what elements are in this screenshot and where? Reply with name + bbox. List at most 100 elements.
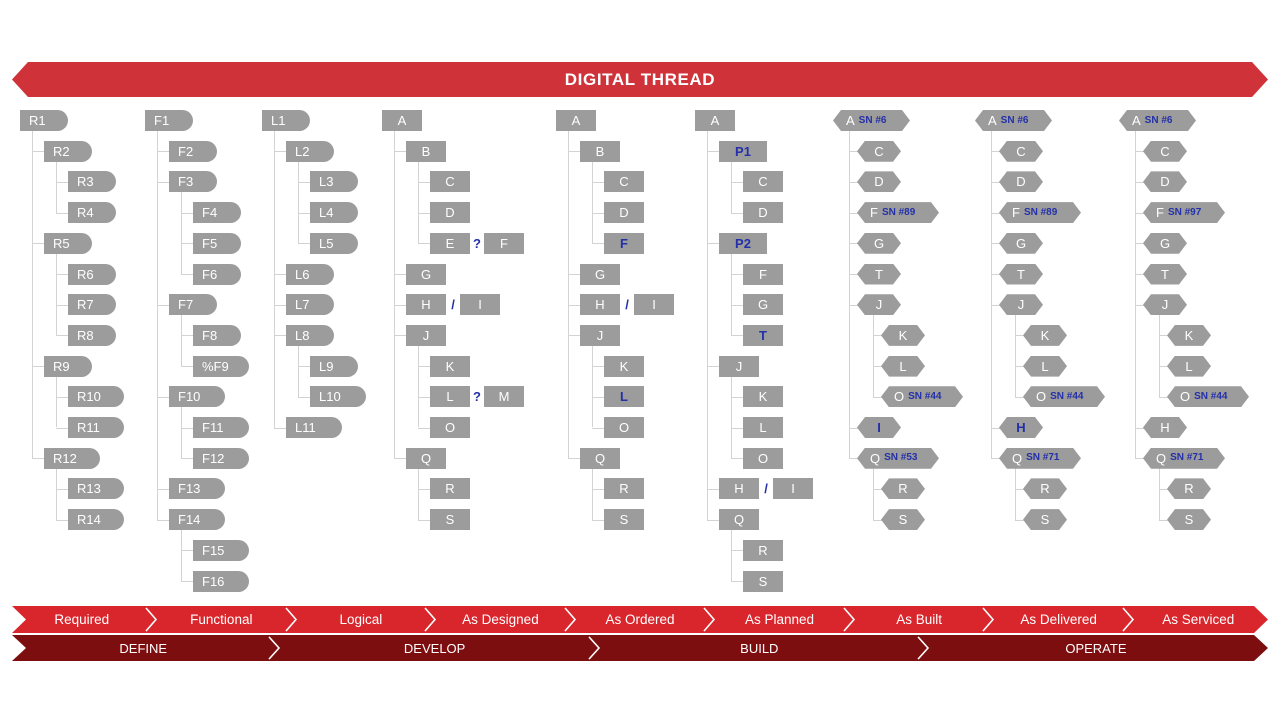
tree-node-as-serviced-T[interactable]: T	[1143, 264, 1187, 285]
tree-node-as-ordered-S[interactable]: S	[604, 509, 644, 531]
stages-segment[interactable]: Logical	[339, 612, 383, 627]
tree-node-as-ordered-J[interactable]: J	[580, 324, 620, 346]
tree-node-as-planned-J[interactable]: J	[719, 355, 759, 377]
tree-node-functional-F4[interactable]: F4	[193, 202, 241, 224]
tree-node-as-serviced-S[interactable]: S	[1167, 509, 1211, 530]
tree-node-as-built-T[interactable]: T	[857, 264, 901, 285]
tree-node-as-built-R[interactable]: R	[881, 478, 925, 499]
tree-node-as-ordered-D[interactable]: D	[604, 202, 644, 224]
tree-node-as-delivered-L[interactable]: L	[1023, 356, 1067, 377]
tree-node-as-serviced-G[interactable]: G	[1143, 233, 1187, 254]
tree-node-as-built-F[interactable]: F SN #89	[857, 202, 939, 223]
tree-node-as-delivered-H[interactable]: H	[999, 417, 1043, 438]
tree-node-as-planned-P1[interactable]: P1	[719, 140, 767, 162]
tree-node-as-ordered-O[interactable]: O	[604, 417, 644, 438]
tree-node-functional-F12[interactable]: F12	[193, 447, 249, 469]
tree-node-as-serviced-C[interactable]: C	[1143, 141, 1187, 162]
tree-node-as-built-K[interactable]: K	[881, 325, 925, 346]
tree-node-as-planned-R[interactable]: R	[743, 539, 783, 561]
tree-node-as-delivered-G[interactable]: G	[999, 233, 1043, 254]
tree-node-required-R1[interactable]: R1	[20, 110, 68, 131]
tree-node-as-serviced-F[interactable]: F SN #97	[1143, 202, 1225, 223]
tree-node-as-designed-K[interactable]: K	[430, 355, 470, 377]
tree-node-as-designed-B[interactable]: B	[406, 140, 446, 162]
tree-node-as-designed-R[interactable]: R	[430, 478, 470, 500]
tree-node-required-R10[interactable]: R10	[68, 386, 124, 408]
tree-node-as-planned-K[interactable]: K	[743, 386, 783, 408]
tree-node-as-delivered-S[interactable]: S	[1023, 509, 1067, 530]
tree-node-logical-L2[interactable]: L2	[286, 140, 334, 162]
tree-node-as-planned-Q[interactable]: Q	[719, 509, 759, 531]
tree-node-functional-F1[interactable]: F1	[145, 110, 193, 131]
phases-segment[interactable]: OPERATE	[1065, 640, 1127, 656]
stages-segment[interactable]: Functional	[190, 612, 253, 627]
tree-node-as-planned-D[interactable]: D	[743, 202, 783, 224]
tree-node-functional-F16[interactable]: F16	[193, 570, 249, 592]
tree-node-required-R9[interactable]: R9	[44, 355, 92, 377]
tree-node-as-delivered-J[interactable]: J	[999, 294, 1043, 315]
tree-node-as-designed-L[interactable]: L	[430, 386, 470, 408]
tree-node-as-ordered-Q[interactable]: Q	[580, 447, 620, 469]
tree-node-as-designed-E[interactable]: E	[430, 232, 470, 254]
tree-node-as-planned-L[interactable]: L	[743, 417, 783, 438]
tree-node-required-R3[interactable]: R3	[68, 171, 116, 193]
tree-node-as-delivered-K[interactable]: K	[1023, 325, 1067, 346]
tree-node-as-ordered-A[interactable]: A	[556, 110, 596, 131]
tree-node-as-built-C[interactable]: C	[857, 141, 901, 162]
tree-node-as-planned-I-alt[interactable]: I	[773, 478, 813, 500]
tree-node-required-R6[interactable]: R6	[68, 263, 116, 285]
tree-node-as-serviced-A[interactable]: A SN #6	[1119, 110, 1196, 131]
tree-node-logical-L5[interactable]: L5	[310, 232, 358, 254]
tree-node-functional-F2[interactable]: F2	[169, 140, 217, 162]
tree-node-functional-F5[interactable]: F5	[193, 232, 241, 254]
tree-node-functional-F11[interactable]: F11	[193, 417, 249, 438]
tree-node-as-built-D[interactable]: D	[857, 171, 901, 192]
tree-node-required-R5[interactable]: R5	[44, 232, 92, 254]
tree-node-as-delivered-D[interactable]: D	[999, 171, 1043, 192]
tree-node-logical-L6[interactable]: L6	[286, 263, 334, 285]
tree-node-as-designed-A[interactable]: A	[382, 110, 422, 131]
tree-node-as-serviced-D[interactable]: D	[1143, 171, 1187, 192]
tree-node-functional-F3[interactable]: F3	[169, 171, 217, 193]
stages-segment[interactable]: As Planned	[745, 612, 815, 627]
tree-node-as-planned-G[interactable]: G	[743, 294, 783, 316]
tree-node-as-ordered-L[interactable]: L	[604, 386, 644, 408]
tree-node-as-built-S[interactable]: S	[881, 509, 925, 530]
stages-segment[interactable]: As Delivered	[1020, 612, 1097, 627]
tree-node-as-designed-G[interactable]: G	[406, 263, 446, 285]
tree-node-as-delivered-A[interactable]: A SN #6	[975, 110, 1052, 131]
tree-node-as-planned-H[interactable]: H	[719, 478, 759, 500]
tree-node-as-planned-C[interactable]: C	[743, 171, 783, 193]
phases-segment[interactable]: DEFINE	[119, 640, 168, 656]
tree-node-as-ordered-I-alt[interactable]: I	[634, 294, 674, 316]
tree-node-as-delivered-O[interactable]: O SN #44	[1023, 386, 1105, 407]
stages-segment[interactable]: As Designed	[462, 612, 539, 627]
tree-node-as-ordered-R[interactable]: R	[604, 478, 644, 500]
tree-node-as-designed-M-alt[interactable]: M	[484, 386, 524, 408]
phases-segment[interactable]: DEVELOP	[403, 640, 466, 656]
stages-segment[interactable]: Required	[54, 612, 110, 627]
tree-node-functional-F14[interactable]: F14	[169, 509, 225, 531]
tree-node-as-planned-A[interactable]: A	[695, 110, 735, 131]
tree-node-logical-L4[interactable]: L4	[310, 202, 358, 224]
tree-node-as-designed-J[interactable]: J	[406, 324, 446, 346]
tree-node-functional-F15[interactable]: F15	[193, 539, 249, 561]
tree-node-logical-L11[interactable]: L11	[286, 417, 342, 438]
tree-node-required-R4[interactable]: R4	[68, 202, 116, 224]
tree-node-as-built-Q[interactable]: Q SN #53	[857, 448, 939, 469]
tree-node-as-serviced-J[interactable]: J	[1143, 294, 1187, 315]
stages-segment[interactable]: As Built	[896, 612, 942, 627]
tree-node-functional-F7[interactable]: F7	[169, 294, 217, 316]
tree-node-required-R8[interactable]: R8	[68, 324, 116, 346]
stages-segment[interactable]: As Ordered	[605, 612, 675, 627]
tree-node-as-designed-F-alt[interactable]: F	[484, 232, 524, 254]
tree-node-as-planned-S[interactable]: S	[743, 570, 783, 592]
tree-node-as-delivered-C[interactable]: C	[999, 141, 1043, 162]
tree-node-as-ordered-K[interactable]: K	[604, 355, 644, 377]
tree-node-as-delivered-Q[interactable]: Q SN #71	[999, 448, 1081, 469]
tree-node-as-designed-O[interactable]: O	[430, 417, 470, 438]
tree-node-as-serviced-K[interactable]: K	[1167, 325, 1211, 346]
tree-node-logical-L9[interactable]: L9	[310, 355, 358, 377]
tree-node-as-delivered-T[interactable]: T	[999, 264, 1043, 285]
tree-node-logical-L1[interactable]: L1	[262, 110, 310, 131]
